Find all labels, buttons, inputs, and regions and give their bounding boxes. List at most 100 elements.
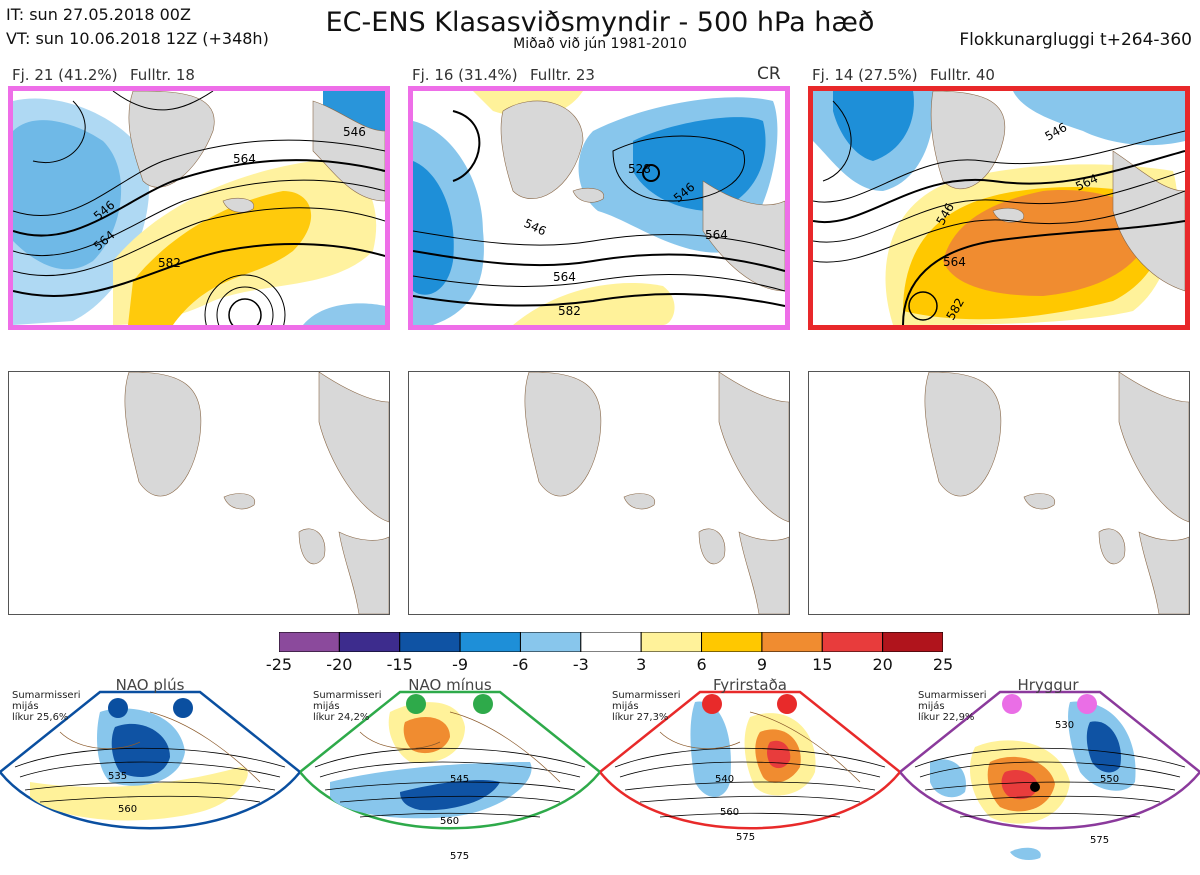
colorbar-tick-label: 6 <box>696 655 707 674</box>
contour-label: 582 <box>558 304 581 318</box>
colorbar-swatch <box>580 631 642 653</box>
europe <box>1138 531 1189 614</box>
positive-anomaly-core <box>128 191 312 325</box>
greenland <box>500 100 584 199</box>
negative-anomaly-core <box>633 117 766 211</box>
colorbar-swatch <box>278 631 340 653</box>
scandinavia <box>1112 150 1185 292</box>
negative-anomaly-east-core <box>1086 721 1121 773</box>
colorbar <box>278 631 944 656</box>
colorbar-swatch <box>459 631 521 653</box>
regime-marker <box>473 694 493 714</box>
regime-name-nao-minus: NAO mínus <box>408 676 492 694</box>
height-contours <box>813 100 1185 325</box>
contour-label: 564 <box>233 152 256 166</box>
negative-anomaly-south <box>1010 847 1041 860</box>
regime-name-ridge: Hryggur <box>1017 676 1079 694</box>
colorbar-tick-label: 25 <box>932 655 954 674</box>
init-time: IT: sun 27.05.2018 00Z <box>6 5 191 24</box>
regime-info-nao-minus: Sumarmisseri mijás líkur 24,2% <box>313 690 381 723</box>
contour-label: 545 <box>450 774 469 785</box>
colorbar-swatch <box>338 631 401 653</box>
regime-blocking: 540 560 575 <box>598 672 902 875</box>
regime-marker <box>108 698 128 718</box>
colorbar-tick-label: -9 <box>452 655 469 674</box>
regime-marker <box>1002 694 1022 714</box>
cluster-map-1: 546 564 582 564 546 <box>8 86 390 330</box>
cluster-map-2: 528 546 546 564 564 582 <box>408 86 790 330</box>
scandinavia <box>1118 372 1189 523</box>
contour-label: 575 <box>736 832 755 843</box>
season-label: Sumarmisseri <box>12 690 81 701</box>
regime-nao-plus: 535 560 <box>0 672 302 875</box>
negative-anomaly-west <box>930 759 966 798</box>
colorbar-swatch <box>701 631 763 653</box>
panel-3-representative-label: Fulltr. 40 <box>930 66 995 84</box>
scandinavia <box>318 372 389 523</box>
empty-map-3 <box>808 371 1190 615</box>
regime-info-nao-plus: Sumarmisseri mijás líkur 25,6% <box>12 690 80 723</box>
sub-label: mijás <box>918 701 945 712</box>
sub-label: mijás <box>313 701 340 712</box>
sub-label: mijás <box>612 701 639 712</box>
panel-3-cluster-label: Fj. 14 (27.5%) <box>812 66 918 84</box>
ridge-centre <box>1030 782 1040 792</box>
panel-1-representative-label: Fulltr. 18 <box>130 66 195 84</box>
colorbar-swatch <box>399 631 461 653</box>
regime-ridge: 530 550 575 <box>898 672 1200 875</box>
colorbar-tick-label: 15 <box>812 655 833 674</box>
colorbar-tick-label: -6 <box>512 655 529 674</box>
regime-marker <box>1077 694 1097 714</box>
chart-subtitle: Miðað við jún 1981-2010 <box>513 36 687 52</box>
colorbar-swatch <box>519 631 582 653</box>
land <box>930 91 1185 292</box>
positive-anomaly-south <box>513 282 675 325</box>
contour-label: 575 <box>450 851 469 862</box>
iceland <box>1023 493 1056 510</box>
regime-info-blocking: Sumarmisseri mijás líkur 27,3% <box>612 690 680 723</box>
regime-info-ridge: Sumarmisseri mijás líkur 22,9% <box>918 690 986 723</box>
panel-2-cr-tag: CR <box>757 64 781 84</box>
british-isles <box>298 528 326 565</box>
season-label: Sumarmisseri <box>918 690 987 701</box>
iceland <box>572 187 605 203</box>
season-label: Sumarmisseri <box>313 690 382 701</box>
colorbar-tick-label: -15 <box>386 655 413 674</box>
colorbar-swatch <box>882 631 944 653</box>
contour-label: 575 <box>1090 835 1109 846</box>
europe <box>338 531 389 614</box>
greenland <box>924 372 1002 497</box>
greenland <box>124 372 202 497</box>
contour-label: 540 <box>715 774 734 785</box>
empty-map-2 <box>408 371 790 615</box>
regime-name-blocking: Fyrirstaða <box>713 676 787 694</box>
empty-map-1 <box>8 371 390 615</box>
colorbar-tick-label: 20 <box>872 655 893 674</box>
contour-label: 530 <box>1055 720 1074 731</box>
regime-name-nao-plus: NAO plús <box>115 676 185 694</box>
scandinavia <box>718 372 789 523</box>
negative-anomaly-core <box>111 723 170 777</box>
iceland <box>223 493 256 510</box>
colorbar-swatch <box>761 631 823 653</box>
panel-2-representative-label: Fulltr. 23 <box>530 66 595 84</box>
contour-label: 535 <box>108 771 127 782</box>
scandinavia <box>312 100 385 202</box>
contour-label: 546 <box>343 125 366 139</box>
panel-2-cluster-label: Fj. 16 (31.4%) <box>412 66 518 84</box>
cluster-map-3: 546 564 546 564 582 <box>808 86 1190 330</box>
probability-label: líkur 22,9% <box>918 712 975 723</box>
contour-label: 560 <box>118 804 137 815</box>
positive-anomaly-core <box>943 190 1153 296</box>
colorbar-tick-label: 9 <box>756 655 767 674</box>
positive-anomaly-core <box>767 740 791 769</box>
regime-marker <box>702 694 722 714</box>
colorbar-tick-label: 3 <box>636 655 647 674</box>
height-contours <box>13 91 385 325</box>
contour-label: 560 <box>720 807 739 818</box>
contour-label: 550 <box>1100 774 1119 785</box>
probability-label: líkur 25,6% <box>12 712 69 723</box>
colorbar-swatch <box>640 631 703 653</box>
sub-label: mijás <box>12 701 39 712</box>
iceland <box>992 207 1025 223</box>
